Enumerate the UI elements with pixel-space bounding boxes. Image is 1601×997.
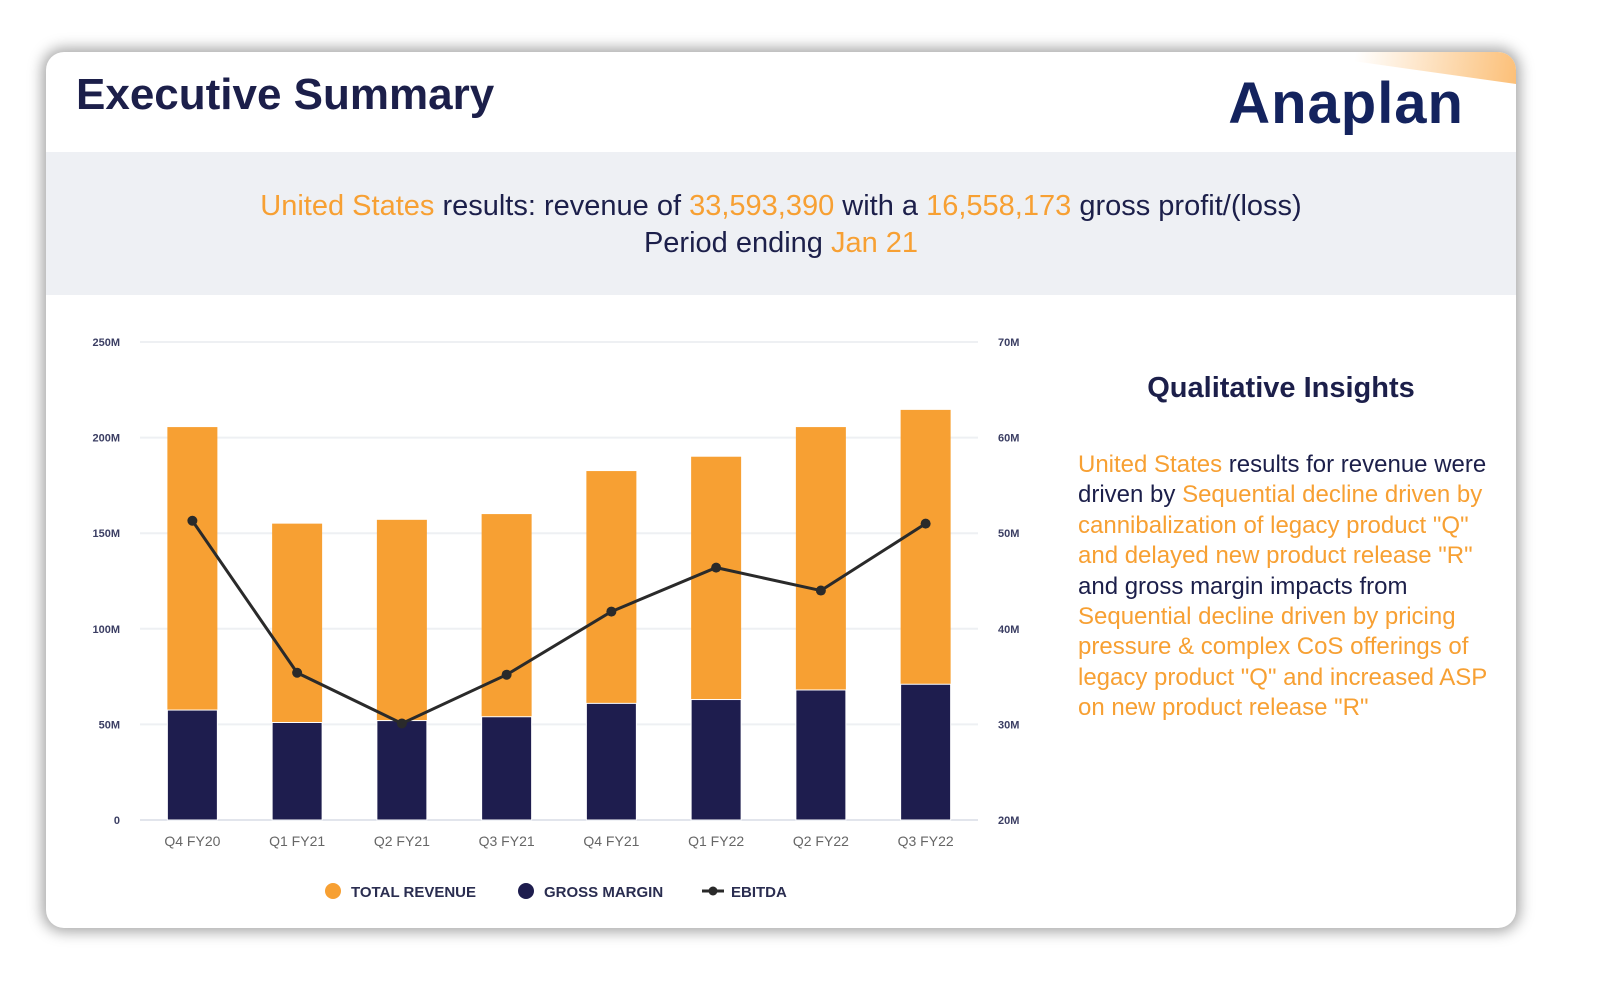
ebitda-point (711, 562, 722, 573)
gross-margin-bar (585, 702, 637, 821)
ebitda-line (191, 519, 927, 726)
x-tick: Q2 FY22 (793, 833, 849, 849)
legend-margin: GROSS MARGIN (544, 884, 663, 901)
gross-margin-bar (481, 716, 533, 821)
gross-margin-bar (795, 689, 847, 821)
y-left-tick: 50M (99, 719, 120, 731)
y-left-tick: 250M (92, 337, 120, 349)
x-tick: Q4 FY21 (583, 833, 639, 849)
ebitda-point (501, 669, 512, 680)
legend-revenue-marker (325, 883, 341, 899)
ebitda-point (292, 667, 303, 678)
y-right-tick: 30M (998, 719, 1019, 731)
period-value: Jan 21 (830, 227, 919, 259)
x-tick: Q3 FY21 (479, 833, 535, 849)
summary-banner: United States results: revenue of 33,593… (46, 152, 1516, 295)
legend-ebitda-marker (708, 886, 718, 896)
y-left-tick: 100M (92, 624, 120, 636)
revenue-value: 33,593,390 (689, 190, 835, 222)
y-left-tick: 200M (92, 433, 120, 445)
gross-margin-bar (271, 721, 323, 821)
y-right-tick: 70M (998, 337, 1019, 349)
insight-segment: Sequential decline driven by pricing pre… (1078, 603, 1487, 722)
gross-margin-bar (900, 683, 952, 821)
y-right-tick: 50M (998, 528, 1019, 540)
ebitda-point (187, 515, 198, 526)
insights-title: Qualitative Insights (1147, 372, 1415, 404)
insights-text: United States results for revenue were d… (1078, 450, 1488, 724)
ebitda-point (606, 606, 617, 617)
anaplan-logo: Anaplan (1228, 71, 1464, 136)
legend-ebitda: EBITDA (731, 884, 787, 901)
x-tick: Q1 FY21 (269, 833, 325, 849)
summary-text: with a (834, 190, 927, 222)
gross-profit-value: 16,558,173 (926, 190, 1072, 222)
y-right-tick: 20M (998, 815, 1019, 827)
gross-margin-bar (376, 720, 428, 821)
insight-segment: and gross margin impacts from (1078, 572, 1408, 600)
insight-segment: Sequential decline driven by cannibaliza… (1078, 481, 1483, 570)
x-tick: Q1 FY22 (688, 833, 744, 849)
summary-text: results: revenue of (434, 190, 690, 222)
y-right-tick: 60M (998, 433, 1019, 445)
gross-margin-bar (690, 699, 742, 821)
ebitda-point (920, 518, 931, 529)
x-tick: Q4 FY20 (164, 833, 220, 849)
period-label: Period ending (643, 227, 831, 259)
gross-margin-bar (166, 709, 218, 821)
x-tick: Q3 FY22 (898, 833, 954, 849)
y-right-tick: 40M (998, 624, 1019, 636)
insight-segment: results for revenue were driven by (1078, 451, 1487, 509)
legend-revenue: TOTAL REVENUE (351, 884, 476, 901)
page-title: Executive Summary (76, 70, 495, 119)
summary-text: gross profit/(loss) (1071, 190, 1302, 222)
ebitda-point (815, 585, 826, 596)
y-left-tick: 0 (114, 815, 120, 827)
x-tick: Q2 FY21 (374, 833, 430, 849)
ebitda-point (396, 718, 407, 729)
y-left-tick: 150M (92, 528, 120, 540)
insight-segment: United States (1078, 451, 1223, 478)
region: United States (260, 190, 435, 222)
legend-margin-marker (518, 883, 534, 899)
